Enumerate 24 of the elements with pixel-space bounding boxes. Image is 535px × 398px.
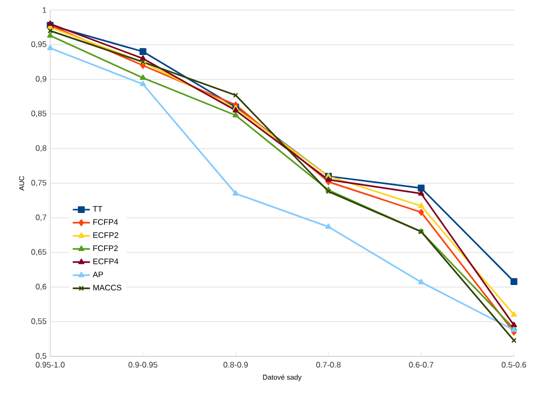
y-tick-label: 0,55 <box>31 318 46 325</box>
y-tick-label: 0,85 <box>31 110 46 118</box>
y-tick-label: 0,75 <box>31 180 46 186</box>
y-tick-label: 0,95 <box>31 41 46 48</box>
x-tick-label: 0.5-0.6 <box>502 362 526 368</box>
y-tick-label: 1 <box>42 7 46 13</box>
y-tick-label: 0,6 <box>36 284 46 290</box>
legend-label: ECFP2 <box>93 232 118 238</box>
y-tick-label: 0,7 <box>36 214 46 221</box>
legend-label: FCFP2 <box>93 245 118 251</box>
y-tick-label: 0,65 <box>31 248 46 256</box>
x-tick-label: 0.6-0.7 <box>408 362 434 368</box>
x-tick-label: 0.95-1.0 <box>36 362 65 368</box>
y-tick-label: 0,9 <box>36 76 46 82</box>
legend-label: AP <box>92 271 103 277</box>
legend-label: FCFP4 <box>93 218 118 225</box>
y-tick-label: 0,8 <box>36 145 46 152</box>
legend-label: ECFP4 <box>93 258 118 264</box>
legend-label: MACCS <box>93 284 122 290</box>
x-tick-label: 0.7-0.8 <box>316 362 341 368</box>
x-tick-label: 0.9-0.95 <box>128 362 158 368</box>
x-tick-label: 0.8-0.9 <box>223 362 248 368</box>
legend-label: TT <box>92 206 102 212</box>
y-tick-label: 0,5 <box>36 352 46 360</box>
